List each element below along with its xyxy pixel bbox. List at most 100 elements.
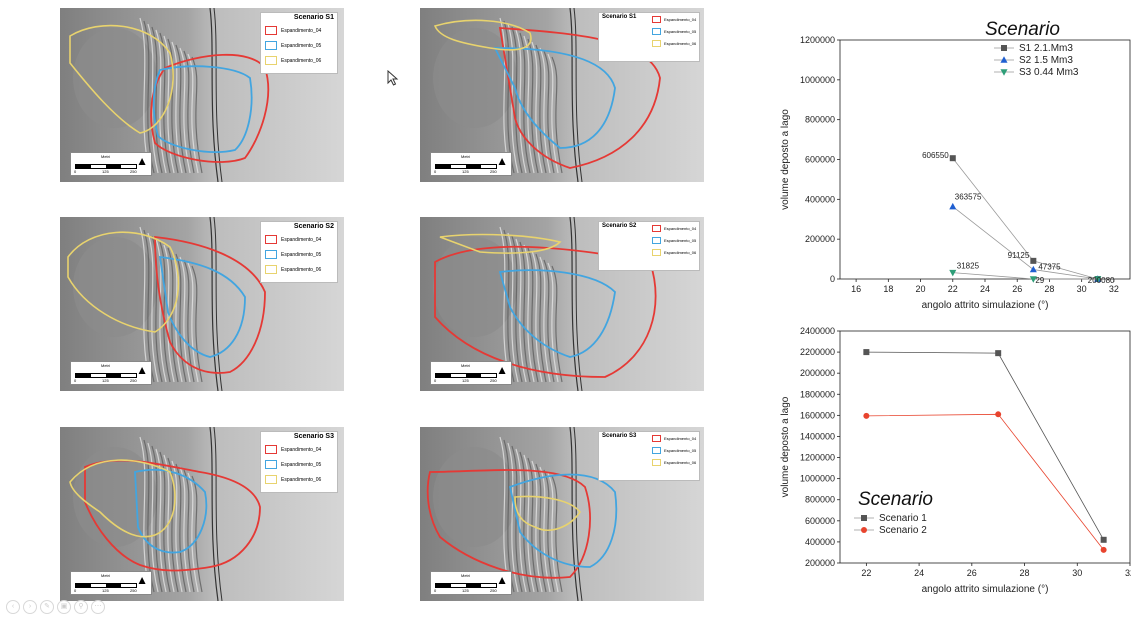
terrain-ridge — [163, 244, 175, 383]
x-axis-label: angolo attrito simulazione (°) — [922, 584, 1049, 595]
map-legend-label: Espandimento_06 — [281, 476, 322, 483]
map-legend-item: Espandimento_04 — [261, 442, 337, 457]
y-tick-label: 1400000 — [800, 431, 835, 441]
map-legend-title: Scenario S2 — [602, 223, 637, 229]
line-chart-volume-vs-angle: 200000 400000 600000 800000 1000000 1200000 14… — [780, 326, 1131, 595]
outline-espandimento-06 — [439, 233, 562, 254]
terrain-ridge — [539, 256, 551, 383]
terrain-ridge — [171, 41, 183, 174]
terrain-ridge — [179, 466, 191, 593]
data-label: 363575 — [955, 193, 982, 202]
slides-icon[interactable]: ▣ — [57, 600, 71, 614]
terrain-ridge — [523, 244, 535, 383]
legend-swatch — [652, 39, 661, 47]
scarp-shade — [433, 237, 517, 337]
presentation-nav: ‹ › ✎ ▣ ⚲ ⋯ — [6, 600, 105, 614]
map-legend: Scenario S1 Espandimento_04 Espandimento_0… — [598, 12, 700, 62]
road-line — [213, 8, 223, 182]
terrain-ridge — [167, 38, 179, 174]
outline-espandimento-04 — [426, 469, 591, 579]
terrain-ridge — [147, 23, 159, 174]
legend-marker — [861, 527, 867, 533]
terrain-ridge — [515, 238, 527, 383]
scale-bar-tick: 125 — [102, 378, 109, 383]
data-point-series-1 — [1100, 536, 1107, 543]
scale-bar-graphic — [435, 373, 497, 378]
scale-bar-tick: 250 — [490, 169, 497, 174]
pen-icon[interactable]: ✎ — [40, 600, 54, 614]
legend-swatch — [652, 15, 661, 23]
scale-bar-tick: 250 — [130, 588, 137, 593]
terrain-ridge — [191, 265, 203, 383]
terrain-ridge — [531, 250, 543, 383]
north-arrow-icon: ▲ — [136, 363, 148, 377]
legend-marker — [861, 515, 867, 521]
scale-bar-tick: 250 — [490, 588, 497, 593]
y-tick-label: 0 — [830, 274, 835, 284]
y-tick-label: 1000000 — [800, 474, 835, 484]
map-legend-label: Espandimento_06 — [664, 249, 697, 255]
outline-espandimento-05 — [152, 65, 253, 153]
map-legend-item: Espandimento_04 — [649, 13, 696, 25]
map-legend-label: Espandimento_05 — [664, 447, 697, 453]
scale-bar-tick: 0 — [434, 378, 437, 383]
terrain-ridge — [175, 253, 187, 383]
road-line — [209, 217, 219, 391]
map-legend-label: Espandimento_05 — [281, 42, 322, 49]
map-legend-item: Espandimento_04 — [261, 23, 337, 38]
x-tick-label: 28 — [1044, 284, 1054, 294]
map-legend-label: Espandimento_04 — [281, 236, 322, 243]
scale-bar-label: Metri — [101, 573, 110, 578]
terrain-ridge — [155, 29, 167, 174]
map-legend-label: Espandimento_06 — [664, 459, 697, 465]
terrain-ridge — [535, 463, 547, 593]
map-panel-s1-left: Scenario S1 Espandimento_04 Espandimento_0… — [60, 8, 344, 182]
map-legend-label: Espandimento_04 — [664, 16, 697, 22]
y-tick-label: 600000 — [805, 516, 835, 526]
scale-bar-tick: 0 — [74, 588, 77, 593]
terrain-ridge — [547, 53, 559, 174]
legend-marker — [1000, 69, 1008, 76]
map-legend-item: Espandimento_04 — [649, 222, 696, 234]
terrain-ridge — [187, 472, 199, 593]
map-panel-s1-right: Scenario S1 Espandimento_04 Espandimento_0… — [420, 8, 704, 182]
road-line — [573, 427, 583, 601]
terrain-ridge — [519, 241, 531, 383]
series-line-1 — [866, 351, 1104, 540]
terrain-ridge — [183, 259, 195, 383]
map-legend-item: Espandimento_05 — [649, 234, 696, 246]
next-icon[interactable]: › — [23, 600, 37, 614]
scale-bar-label: Metri — [461, 573, 470, 578]
north-arrow-icon: ▲ — [496, 573, 508, 587]
data-label: 200080 — [1088, 276, 1115, 285]
terrain-ridge — [551, 265, 563, 383]
map-legend-item: Espandimento_06 — [649, 37, 696, 49]
more-icon[interactable]: ⋯ — [91, 600, 105, 614]
map-legend-item: Espandimento_04 — [261, 232, 337, 247]
legend-swatch — [265, 445, 277, 454]
scarp-shade — [73, 237, 157, 337]
y-axis-label: volume deposto a lago — [780, 109, 791, 210]
map-legend-label: Espandimento_05 — [664, 237, 697, 243]
x-tick-label: 22 — [861, 568, 871, 578]
legend-swatch — [652, 248, 661, 256]
outline-espandimento-05 — [158, 255, 246, 358]
terrain-ridge — [507, 23, 519, 174]
zoom-icon[interactable]: ⚲ — [74, 600, 88, 614]
data-point-series-2 — [863, 412, 870, 419]
outline-espandimento-04 — [84, 459, 261, 572]
terrain-ridge — [523, 35, 535, 174]
scale-bar-tick: 250 — [130, 378, 137, 383]
prev-icon[interactable]: ‹ — [6, 600, 20, 614]
terrain-ridge — [511, 235, 523, 383]
terrain-ridge — [543, 259, 555, 383]
legend-title: Scenario — [985, 19, 1060, 40]
map-legend-item: Espandimento_05 — [649, 25, 696, 37]
map-legend-item: Espandimento_05 — [261, 457, 337, 472]
scale-bar-tick: 125 — [102, 169, 109, 174]
x-tick-label: 24 — [980, 284, 990, 294]
terrain-ridge — [151, 26, 163, 174]
legend-marker — [1000, 56, 1008, 63]
data-point-series-2 — [995, 411, 1002, 418]
scale-bar-graphic — [75, 373, 137, 378]
